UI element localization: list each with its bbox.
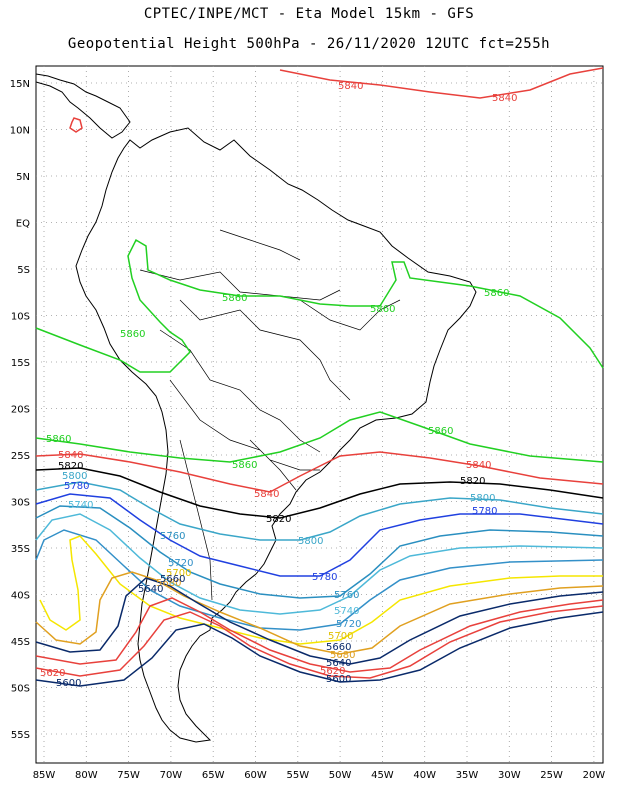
title-line-1: CPTEC/INPE/MCT - Eta Model 15km - GFS — [143, 6, 475, 22]
graticule — [36, 66, 603, 763]
contour-5680 — [35, 571, 604, 655]
label-5860: 5860 — [222, 293, 247, 304]
contour-5840-north — [279, 67, 604, 99]
longitude-label: 50W — [329, 770, 352, 781]
label-5840: 5840 — [58, 450, 83, 461]
contour-5660 — [35, 577, 604, 665]
label-5780: 5780 — [472, 506, 497, 517]
label-5620: 5620 — [40, 668, 65, 679]
contour-5780 — [35, 493, 604, 577]
latitude-label: 25S — [11, 451, 30, 462]
label-5860: 5860 — [46, 434, 71, 445]
label-5840: 5840 — [254, 489, 279, 500]
contour-5600 — [35, 611, 604, 687]
latitude-label: 45S — [11, 637, 30, 648]
contour-5860-north — [35, 238, 604, 373]
south-america-coast — [75, 127, 477, 743]
longitude-label: 80W — [75, 770, 98, 781]
label-5780: 5780 — [312, 572, 337, 583]
label-5740: 5740 — [68, 500, 93, 511]
label-5760: 5760 — [160, 531, 185, 542]
label-5740: 5740 — [334, 606, 359, 617]
latitude-label: 55S — [11, 730, 30, 741]
longitude-labels: 85W 80W 75W 70W 65W 60W 55W 50W 45W 40W 35W 30W 25W 2… — [33, 770, 606, 781]
label-5660: 5660 — [160, 574, 185, 585]
label-5800: 5800 — [298, 536, 323, 547]
contour-5800 — [35, 481, 604, 541]
contour-5720 — [35, 529, 604, 631]
label-5800: 5800 — [62, 471, 87, 482]
latitude-label: EQ — [16, 219, 30, 230]
contour-5820 — [35, 467, 604, 519]
title-line-2: Geopotential Height 500hPa - 26/11/2020 … — [67, 36, 551, 52]
longitude-label: 75W — [117, 770, 140, 781]
map-frame — [35, 65, 604, 764]
latitude-label: 30S — [11, 498, 30, 509]
label-5860: 5860 — [370, 304, 395, 315]
label-5620: 5620 — [320, 666, 345, 677]
longitude-label: 55W — [286, 770, 309, 781]
label-5820: 5820 — [58, 461, 83, 472]
label-5600: 5600 — [56, 678, 81, 689]
label-5700: 5700 — [166, 568, 191, 579]
central-america-coast — [35, 73, 131, 139]
label-5840: 5840 — [466, 460, 491, 471]
latitude-label: 40S — [11, 591, 30, 602]
latitude-label: 5N — [16, 172, 30, 183]
longitude-label: 25W — [540, 770, 563, 781]
label-5820: 5820 — [460, 476, 485, 487]
longitude-label: 20W — [583, 770, 606, 781]
label-5640: 5640 — [138, 584, 163, 595]
label-5720: 5720 — [336, 619, 361, 630]
latitude-label: 10S — [11, 312, 30, 323]
contour-5740 — [35, 513, 604, 615]
label-5720: 5720 — [168, 558, 193, 569]
label-5760: 5760 — [334, 590, 359, 601]
longitude-label: 60W — [244, 770, 267, 781]
label-5640: 5640 — [326, 658, 351, 669]
label-5680: 5680 — [330, 650, 355, 661]
label-5840: 5840 — [338, 81, 363, 92]
label-5680: 5680 — [156, 578, 181, 589]
contour-labels: 5840 5840 5860 5860 5860 5860 5860 5860 … — [40, 81, 517, 689]
label-5700: 5700 — [328, 631, 353, 642]
label-5860: 5860 — [428, 426, 453, 437]
longitude-label: 85W — [33, 770, 56, 781]
label-5600: 5600 — [326, 674, 351, 685]
label-5860: 5860 — [484, 288, 509, 299]
latitude-label: 15S — [11, 358, 30, 369]
label-5860: 5860 — [120, 329, 145, 340]
label-5860: 5860 — [232, 460, 257, 471]
coastlines — [35, 73, 477, 743]
contour-5640 — [35, 597, 604, 673]
latitude-label: 10N — [10, 126, 30, 137]
longitude-label: 70W — [160, 770, 183, 781]
longitude-label: 45W — [371, 770, 394, 781]
contour-5860-south — [35, 411, 604, 463]
latitude-label: 15N — [10, 79, 30, 90]
latitude-label: 50S — [11, 684, 30, 695]
contour-5840-mid — [35, 451, 604, 493]
latitude-label: 35S — [11, 544, 30, 555]
country-borders — [139, 229, 401, 601]
longitude-label: 65W — [202, 770, 225, 781]
contour-5760 — [35, 505, 604, 599]
label-5660: 5660 — [326, 642, 351, 653]
longitude-label: 40W — [413, 770, 436, 781]
label-5840: 5840 — [492, 93, 517, 104]
longitude-label: 35W — [456, 770, 479, 781]
latitude-labels: 15N 10N 5N EQ 5S 10S 15S 20S 25S 30S 35S 40S 45S 50S 5… — [10, 79, 30, 741]
contour-5620 — [35, 605, 604, 679]
label-5800: 5800 — [470, 493, 495, 504]
contour-5840-loop — [69, 117, 83, 133]
label-5820: 5820 — [266, 514, 291, 525]
contour-lines — [35, 67, 604, 687]
longitude-label: 30W — [498, 770, 521, 781]
label-5780: 5780 — [64, 481, 89, 492]
latitude-label: 20S — [11, 405, 30, 416]
latitude-label: 5S — [17, 265, 30, 276]
contour-5700 — [39, 535, 603, 645]
